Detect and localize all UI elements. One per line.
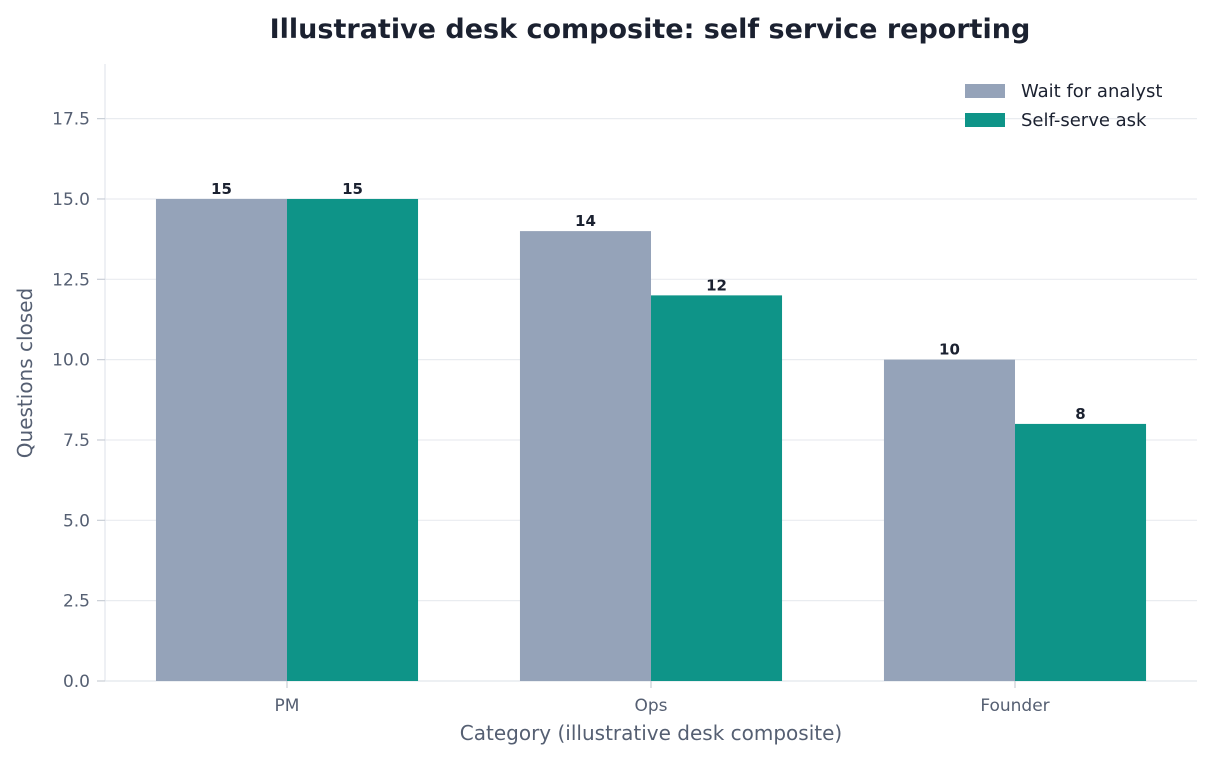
legend-label: Self-serve ask [1021,110,1147,131]
y-tick-label: 10.0 [52,351,90,371]
y-tick-label: 12.5 [52,270,90,290]
legend-swatch [965,113,1005,127]
chart-title: Illustrative desk composite: self servic… [270,14,1031,45]
y-tick-label: 15.0 [52,190,90,210]
bar-value-label: 15 [342,180,363,198]
x-tick-label: Ops [634,696,667,716]
bar-value-labels: 15 15 14 12 10 8 [211,180,1086,423]
bar-pm-series-2 [287,198,419,681]
x-tick-label: PM [275,696,300,716]
y-tick-labels: 0.0 2.5 5.0 7.5 10.0 12.5 15.0 17.5 [52,110,105,692]
bar-founder-series-1 [883,359,1015,681]
x-axis-label: Category (illustrative desk composite) [460,721,842,745]
y-tick-label: 7.5 [63,431,90,451]
legend: Wait for analyst Self-serve ask [965,81,1163,131]
y-tick-label: 5.0 [63,511,90,531]
x-tick-label: Founder [980,696,1049,716]
bar-value-label: 10 [939,341,960,359]
y-tick-label: 17.5 [52,110,90,130]
bar-pm-series-1 [155,198,287,681]
bar-value-label: 12 [706,276,727,294]
y-axis-label: Questions closed [13,288,37,458]
y-tick-label: 0.0 [63,672,90,692]
legend-swatch [965,84,1005,98]
bar-value-label: 8 [1075,405,1085,423]
bar-ops-series-1 [519,231,651,681]
bar-founder-series-2 [1015,423,1147,681]
x-tick-labels: PM Ops Founder [275,681,1050,716]
legend-label: Wait for analyst [1021,81,1163,102]
y-tick-label: 2.5 [63,592,90,612]
bars [155,198,1147,681]
bar-value-label: 14 [575,212,596,230]
bar-value-label: 15 [211,180,232,198]
bar-ops-series-2 [651,295,783,681]
